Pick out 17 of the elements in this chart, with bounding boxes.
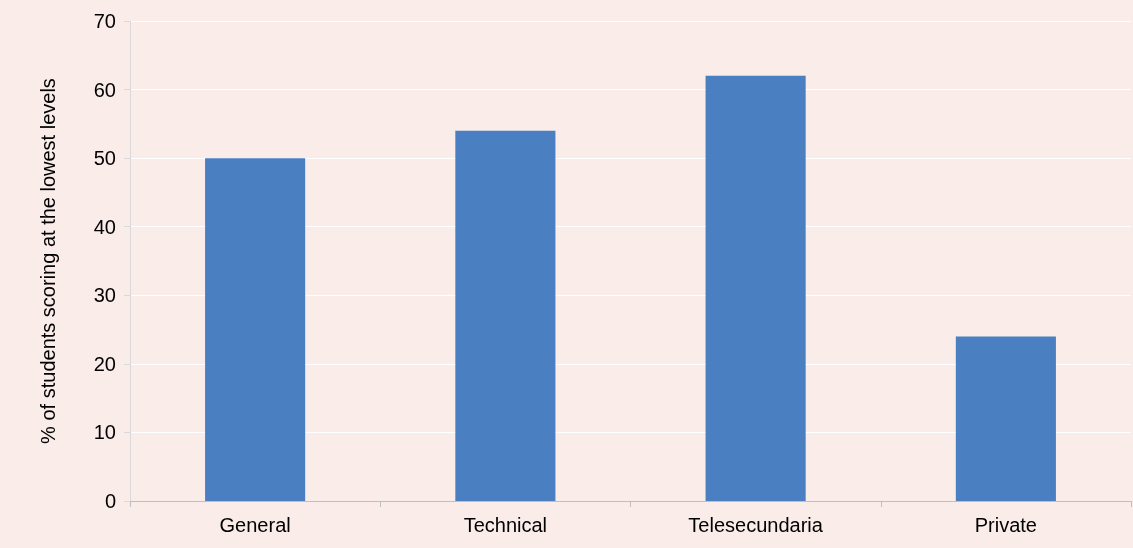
x-tick-label: General [219,514,291,536]
bar [705,75,806,501]
y-tick-label: 60 [93,78,116,101]
x-tick-label: Technical [463,514,548,536]
x-tick-label: Private [974,514,1037,536]
y-tick-label: 70 [93,10,116,32]
x-tick-label: Telesecundaria [688,514,824,536]
bar [205,158,306,501]
bar [455,130,556,501]
y-tick-label: 30 [93,284,116,307]
y-tick-label: 10 [93,421,116,444]
bar [955,336,1056,501]
y-tick-label: 20 [93,352,116,375]
y-axis-title: % of students scoring at the lowest levels [37,78,59,444]
y-tick-label: 0 [104,490,116,512]
y-tick-label: 50 [93,147,116,170]
y-tick-label: 40 [93,215,116,238]
